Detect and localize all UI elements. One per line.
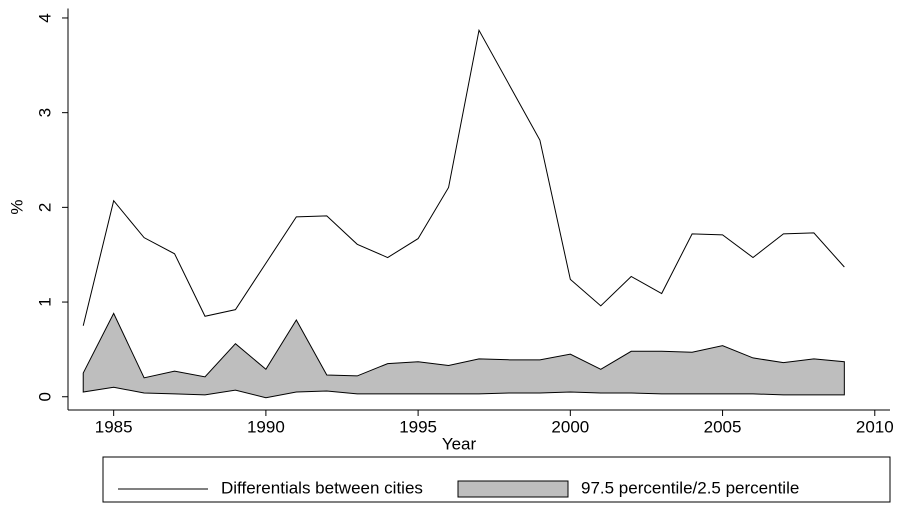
x-axis-label: Year — [442, 434, 477, 453]
y-tick-label: 3 — [35, 108, 54, 117]
legend-label: 97.5 percentile/2.5 percentile — [581, 478, 799, 497]
x-tick-label: 1985 — [95, 417, 133, 436]
x-tick-label: 2010 — [856, 417, 894, 436]
x-tick-label: 2000 — [551, 417, 589, 436]
x-tick-label: 1995 — [399, 417, 437, 436]
y-axis-label: % — [7, 199, 26, 214]
y-tick-label: 2 — [35, 203, 54, 212]
legend-band-swatch — [457, 480, 569, 498]
x-tick-label: 2005 — [704, 417, 742, 436]
legend-label: Differentials between cities — [221, 478, 423, 497]
band-area — [82, 312, 845, 399]
y-tick-label: 4 — [35, 13, 54, 22]
series-line — [82, 28, 845, 326]
x-tick-label: 1990 — [247, 417, 285, 436]
y-tick-label: 0 — [35, 392, 54, 401]
y-tick-label: 1 — [35, 297, 54, 306]
